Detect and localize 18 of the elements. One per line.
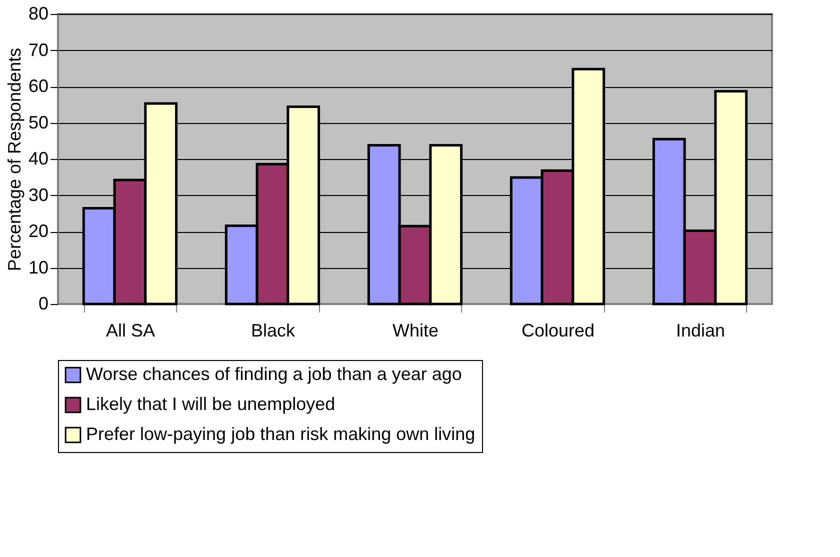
y-tick-label: 60: [28, 76, 48, 96]
y-axis-title: Percentage of Respondents: [4, 48, 24, 272]
legend-label: Likely that I will be unemployed: [86, 394, 336, 414]
y-tick-label: 70: [28, 40, 48, 60]
x-tick-label: Black: [250, 320, 296, 340]
x-tick-label: White: [392, 320, 439, 340]
x-tick-label: Coloured: [521, 320, 595, 340]
y-tick-label: 20: [28, 221, 48, 241]
y-tick-label: 10: [28, 257, 48, 278]
legend-label: Worse chances of finding a job than a year ago: [86, 364, 462, 384]
y-tick-label: 40: [28, 148, 48, 168]
x-tick-label: Indian: [676, 320, 726, 340]
y-tick-label: 50: [28, 112, 48, 132]
y-tick-label: 0: [38, 294, 48, 314]
x-tick-label: All SA: [106, 320, 155, 340]
y-tick-label: 30: [28, 184, 48, 205]
legend-label: Prefer low-paying job than risk making own living: [86, 424, 476, 444]
y-tick-label: 80: [28, 4, 48, 24]
